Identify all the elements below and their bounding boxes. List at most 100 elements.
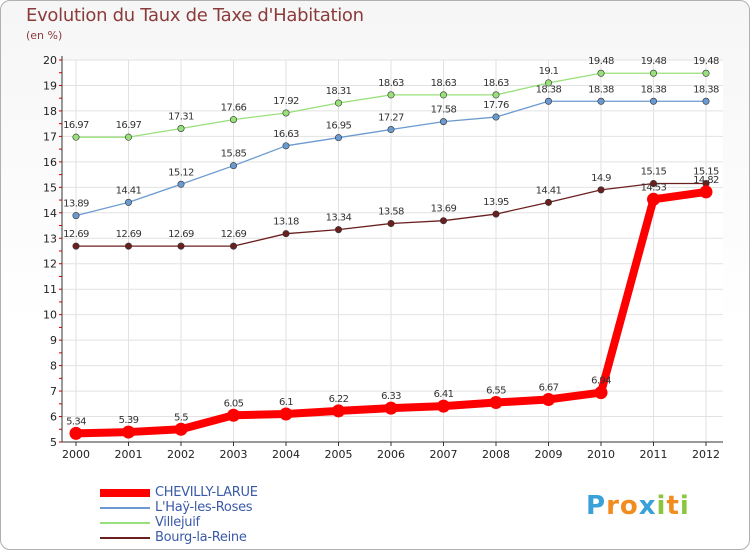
data-label: 12.69 bbox=[221, 229, 247, 240]
data-label: 12.69 bbox=[63, 229, 89, 240]
data-label: 6.22 bbox=[329, 394, 349, 405]
legend-label: Villejuif bbox=[155, 515, 200, 530]
y-tick-label: 19 bbox=[43, 79, 57, 92]
data-label: 15.15 bbox=[693, 167, 719, 178]
data-label: 16.63 bbox=[273, 129, 299, 140]
data-label: 6.55 bbox=[486, 386, 506, 397]
data-point bbox=[334, 99, 342, 107]
data-point bbox=[279, 407, 293, 421]
legend-label: L'Haÿ-les-Roses bbox=[155, 500, 253, 515]
data-point bbox=[649, 69, 657, 77]
data-label: 6.41 bbox=[434, 389, 454, 400]
data-label: 14.53 bbox=[641, 182, 667, 193]
y-tick-label: 10 bbox=[43, 309, 57, 322]
y-tick-label: 17 bbox=[43, 130, 57, 143]
data-point bbox=[387, 219, 395, 227]
data-point bbox=[227, 408, 240, 422]
x-tick-label: 2001 bbox=[115, 448, 143, 461]
logo-letter: x bbox=[638, 491, 657, 521]
data-label: 14.82 bbox=[693, 175, 719, 186]
data-label: 14.9 bbox=[591, 173, 611, 184]
data-point bbox=[282, 142, 290, 150]
chart-legend: CHEVILLY-LARUE L'Haÿ-les-Roses Villejuif Bo… bbox=[100, 485, 258, 545]
logo-letter: i bbox=[656, 491, 667, 521]
data-label: 18.63 bbox=[483, 78, 509, 89]
data-point bbox=[230, 162, 238, 170]
data-label: 18.63 bbox=[431, 78, 457, 89]
data-point bbox=[177, 242, 185, 250]
data-point bbox=[174, 422, 188, 436]
data-label: 17.66 bbox=[221, 103, 247, 114]
data-point bbox=[69, 426, 83, 440]
legend-swatch bbox=[100, 488, 150, 497]
proxiti-logo: Proxiti bbox=[586, 491, 690, 521]
data-point bbox=[334, 226, 342, 234]
data-label: 6.94 bbox=[591, 376, 611, 387]
data-label: 18.38 bbox=[641, 84, 667, 95]
data-label: 12.69 bbox=[168, 229, 194, 240]
data-point bbox=[230, 116, 238, 124]
legend-item: CHEVILLY-LARUE bbox=[100, 485, 258, 500]
data-label: 19.48 bbox=[588, 56, 614, 67]
data-label: 18.38 bbox=[588, 84, 614, 95]
x-tick-label: 2005 bbox=[325, 448, 353, 461]
data-point bbox=[489, 396, 503, 410]
data-point bbox=[542, 392, 555, 406]
data-point bbox=[72, 242, 80, 250]
data-point bbox=[387, 91, 395, 99]
legend-item: Villejuif bbox=[100, 515, 258, 530]
y-tick-label: 12 bbox=[43, 258, 57, 271]
x-tick-label: 2010 bbox=[587, 448, 615, 461]
y-tick-label: 9 bbox=[50, 334, 57, 347]
x-tick-label: 2004 bbox=[272, 448, 300, 461]
data-point bbox=[544, 97, 552, 105]
x-tick-label: 2003 bbox=[220, 448, 248, 461]
data-point bbox=[230, 242, 238, 250]
logo-letter: P bbox=[586, 491, 607, 521]
data-point bbox=[437, 399, 450, 413]
data-point bbox=[72, 212, 80, 220]
data-point bbox=[282, 109, 290, 117]
y-tick-label: 8 bbox=[50, 360, 57, 373]
x-tick-label: 2009 bbox=[535, 448, 563, 461]
data-label: 17.27 bbox=[378, 113, 404, 124]
data-point bbox=[492, 210, 500, 218]
y-tick-label: 7 bbox=[50, 385, 57, 398]
y-tick-label: 13 bbox=[43, 232, 57, 245]
y-tick-label: 15 bbox=[43, 181, 57, 194]
data-label: 17.76 bbox=[483, 100, 509, 111]
data-label: 19.1 bbox=[539, 66, 559, 77]
x-tick-label: 2007 bbox=[430, 448, 458, 461]
data-label: 5.5 bbox=[174, 412, 188, 423]
data-point bbox=[649, 97, 657, 105]
data-point bbox=[282, 230, 290, 238]
data-point bbox=[125, 242, 133, 250]
data-point bbox=[72, 133, 80, 141]
data-point bbox=[649, 180, 657, 188]
logo-letter: r bbox=[606, 491, 620, 521]
data-point bbox=[439, 91, 447, 99]
x-tick-label: 2008 bbox=[482, 448, 510, 461]
logo-letter: i bbox=[679, 491, 690, 521]
data-point bbox=[492, 91, 500, 99]
data-label: 5.34 bbox=[66, 416, 86, 427]
data-point bbox=[597, 69, 605, 77]
plot-area bbox=[62, 60, 723, 442]
data-label: 16.97 bbox=[116, 120, 142, 131]
data-label: 18.63 bbox=[378, 78, 404, 89]
data-label: 13.58 bbox=[378, 206, 404, 217]
data-label: 14.41 bbox=[536, 185, 562, 196]
y-tick-label: 14 bbox=[43, 207, 57, 220]
data-point bbox=[702, 97, 710, 105]
legend-swatch bbox=[100, 536, 150, 539]
data-point bbox=[439, 118, 447, 126]
data-label: 13.18 bbox=[273, 217, 299, 228]
data-point bbox=[544, 198, 552, 206]
data-label: 16.95 bbox=[326, 121, 352, 132]
data-label: 18.38 bbox=[693, 84, 719, 95]
x-tick-label: 2000 bbox=[62, 448, 90, 461]
data-label: 19.48 bbox=[693, 56, 719, 67]
data-point bbox=[332, 404, 345, 418]
data-label: 12.69 bbox=[116, 229, 142, 240]
data-point bbox=[122, 425, 135, 439]
